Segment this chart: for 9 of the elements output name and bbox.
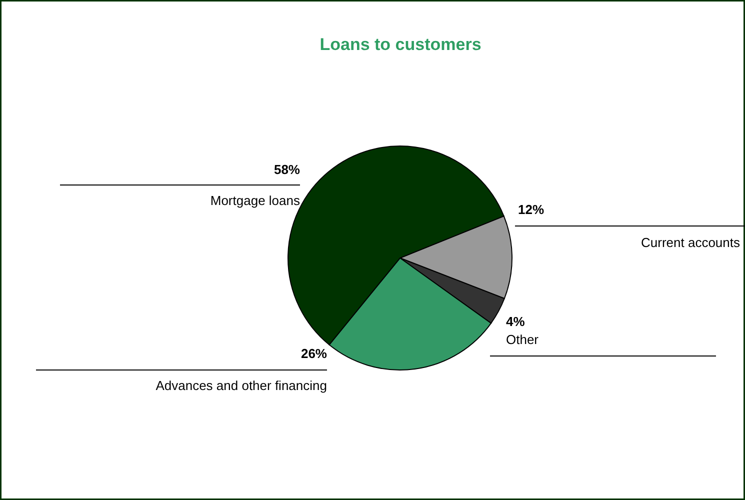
data-label: 58% <box>274 162 300 177</box>
chart-title: Loans to customers <box>320 35 482 54</box>
data-label: 26% <box>300 346 328 361</box>
slice-label: Other <box>506 332 540 347</box>
slice-label: Current accounts <box>641 235 740 250</box>
data-label: 12% <box>518 202 544 217</box>
data-label: 4% <box>506 314 526 329</box>
slice-label: Mortgage loans <box>210 193 300 208</box>
slice-label: Advances and other financing <box>156 378 327 393</box>
